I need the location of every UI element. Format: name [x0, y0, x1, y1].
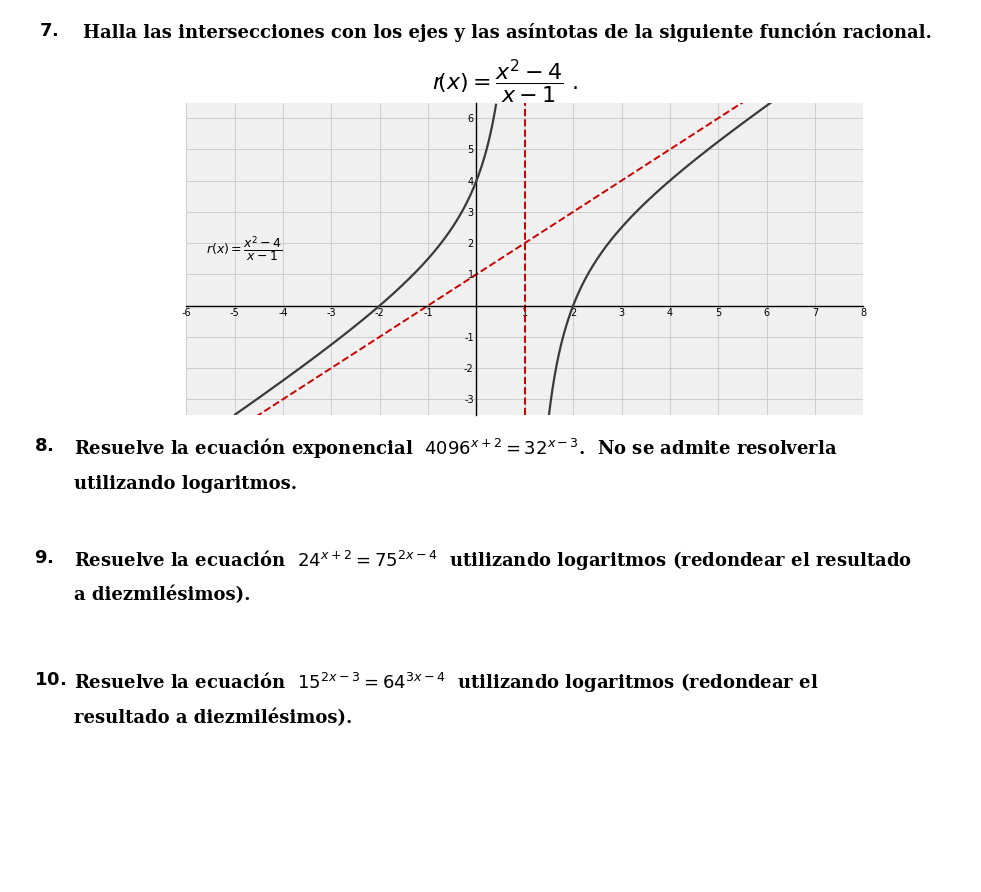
- Text: $\mathbf{9.}$: $\mathbf{9.}$: [34, 549, 54, 566]
- Text: $r\!\left(x\right)=\dfrac{x^{2}-4}{x-1}\ .$: $r\!\left(x\right)=\dfrac{x^{2}-4}{x-1}\…: [432, 58, 578, 106]
- Text: Halla las intersecciones con los ejes y las asíntotas de la siguiente función ra: Halla las intersecciones con los ejes y …: [83, 22, 932, 42]
- Text: $r(x)=\dfrac{x^{2}-4}{x-1}$: $r(x)=\dfrac{x^{2}-4}{x-1}$: [206, 235, 283, 264]
- Text: Resuelve la ecuación  $15^{2x-3}=64^{3x-4}$  utilizando logaritmos (redondear el: Resuelve la ecuación $15^{2x-3}=64^{3x-4…: [74, 671, 818, 695]
- Text: $\mathbf{7.}$: $\mathbf{7.}$: [39, 22, 59, 40]
- Text: resultado a diezmilésimos).: resultado a diezmilésimos).: [74, 708, 352, 727]
- Text: $\mathbf{8.}$: $\mathbf{8.}$: [34, 437, 54, 455]
- Text: Resuelve la ecuación exponencial  $4096^{x+2}=32^{x-3}$.  No se admite resolverl: Resuelve la ecuación exponencial $4096^{…: [74, 437, 837, 461]
- Text: a diezmilésimos).: a diezmilésimos).: [74, 586, 250, 605]
- Text: Resuelve la ecuación  $24^{x+2}=75^{2x-4}$  utilizando logaritmos (redondear el : Resuelve la ecuación $24^{x+2}=75^{2x-4}…: [74, 549, 911, 573]
- Text: utilizando logaritmos.: utilizando logaritmos.: [74, 475, 296, 492]
- Text: $\mathbf{10.}$: $\mathbf{10.}$: [34, 671, 67, 689]
